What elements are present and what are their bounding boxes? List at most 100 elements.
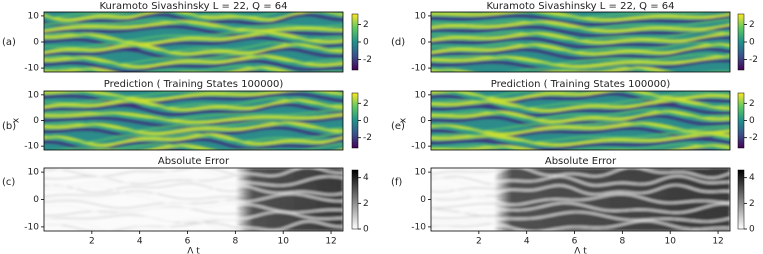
x-tick-label: 10 <box>277 237 289 247</box>
error-trace <box>431 193 730 206</box>
heatmap-band <box>44 109 343 120</box>
heatmap <box>431 168 730 231</box>
panel-title: Kuramoto Sivashinsky L = 22, Q = 64 <box>99 1 287 12</box>
y-tick-label: 0 <box>420 38 426 48</box>
colorbar <box>737 92 745 149</box>
heatmap-band <box>96 143 343 150</box>
heatmap-band <box>44 133 343 147</box>
y-tick-label: 0 <box>420 195 426 205</box>
colorbar-tick-label: 0 <box>363 38 369 48</box>
colorbar-tick-label: -2 <box>749 55 758 65</box>
panel-title: Absolute Error <box>545 156 617 167</box>
panel-label: (d) <box>391 37 405 48</box>
colorbar-tick-label: 0 <box>363 116 369 126</box>
heatmap-band <box>431 103 730 117</box>
y-tick-label: 10 <box>28 168 40 178</box>
heatmap-band <box>431 98 730 113</box>
heatmap-band <box>44 103 343 116</box>
error-trace <box>431 220 730 231</box>
heatmap-band <box>431 54 730 69</box>
heatmap <box>431 91 730 150</box>
panel-title: Kuramoto Sivashinsky L = 22, Q = 64 <box>486 1 674 12</box>
colorbar-tick-label: -2 <box>363 55 372 65</box>
y-tick-label: 10 <box>415 90 427 100</box>
error-trace <box>431 202 730 214</box>
heatmap-band <box>431 53 730 65</box>
heatmap <box>44 91 343 150</box>
heatmap-band <box>44 65 343 72</box>
panel-title: Prediction ( Training States 100000) <box>104 79 284 90</box>
heatmap <box>431 12 730 72</box>
y-tick-label: -10 <box>411 222 426 232</box>
error-trace <box>431 168 730 179</box>
heatmap-band <box>431 19 730 30</box>
heatmap-band <box>44 12 343 18</box>
colorbar-tick-label: 2 <box>363 99 369 109</box>
y-tick-label: -10 <box>24 142 39 152</box>
heatmap-band <box>431 132 730 147</box>
x-tick-label: 10 <box>664 237 676 247</box>
colorbar <box>737 13 745 71</box>
heatmap-band <box>431 109 730 120</box>
heatmap-band <box>44 20 343 33</box>
colorbar-tick-label: 0 <box>749 116 755 126</box>
heatmap-band <box>431 91 730 102</box>
x-axis-label: Λ t <box>187 247 200 254</box>
colorbar-tick-label: 4 <box>363 173 369 183</box>
error-trace <box>44 175 343 188</box>
heatmap-band <box>44 131 343 143</box>
heatmap-band <box>44 42 343 53</box>
heatmap-band <box>44 59 343 72</box>
heatmap-band <box>431 14 730 26</box>
colorbar-tick-label: 4 <box>749 173 755 183</box>
heatmap-band <box>44 30 343 42</box>
colorbar-tick-label: 2 <box>749 99 755 109</box>
colorbar-tick-label: -2 <box>363 133 372 143</box>
y-tick-label: -10 <box>24 64 39 74</box>
y-tick-label: 10 <box>415 11 427 21</box>
heatmap-band <box>431 66 730 72</box>
colorbar-tick-label: -2 <box>749 133 758 143</box>
heatmap <box>44 12 343 72</box>
y-tick-label: 0 <box>33 116 39 126</box>
x-tick-label: 8 <box>232 237 238 247</box>
colorbar <box>351 92 359 149</box>
y-tick-label: -10 <box>411 64 426 74</box>
colorbar <box>351 169 359 230</box>
error-trace <box>44 202 343 215</box>
heatmap-band <box>431 144 730 150</box>
colorbar-tick-label: 2 <box>749 199 755 209</box>
colorbar-tick-label: 0 <box>749 38 755 48</box>
heatmap-band <box>441 91 730 98</box>
x-tick-label: 6 <box>572 237 578 247</box>
heatmap-band <box>44 54 343 65</box>
y-tick-label: 10 <box>28 11 40 21</box>
y-tick-label: 10 <box>28 90 40 100</box>
x-axis-label: Λ t <box>574 247 587 254</box>
x-tick-label: 8 <box>619 237 625 247</box>
y-tick-label: -10 <box>24 222 39 232</box>
colorbar <box>351 13 359 71</box>
error-trace <box>431 184 730 197</box>
colorbar-tick-label: 2 <box>749 20 755 30</box>
panel-label: (e) <box>391 121 405 132</box>
error-trace <box>44 220 343 231</box>
heatmap-band <box>431 31 730 45</box>
colorbar-tick-label: 2 <box>363 199 369 209</box>
error-trace <box>431 175 730 188</box>
heatmap-band <box>431 98 730 109</box>
x-tick-label: 2 <box>89 237 95 247</box>
heatmap-band <box>44 111 343 124</box>
heatmap-band <box>44 92 343 106</box>
y-tick-label: -10 <box>411 142 426 152</box>
colorbar-tick-label: 0 <box>363 225 369 235</box>
heatmap-band <box>69 91 343 98</box>
y-axis-label: x <box>12 117 22 123</box>
heatmap-band <box>431 109 730 124</box>
x-tick-label: 4 <box>524 237 530 247</box>
x-tick-label: 12 <box>325 237 336 247</box>
heatmap-band <box>431 121 730 132</box>
error-trace <box>431 211 730 224</box>
heatmap-band <box>44 31 343 46</box>
y-tick-label: 10 <box>415 168 427 178</box>
